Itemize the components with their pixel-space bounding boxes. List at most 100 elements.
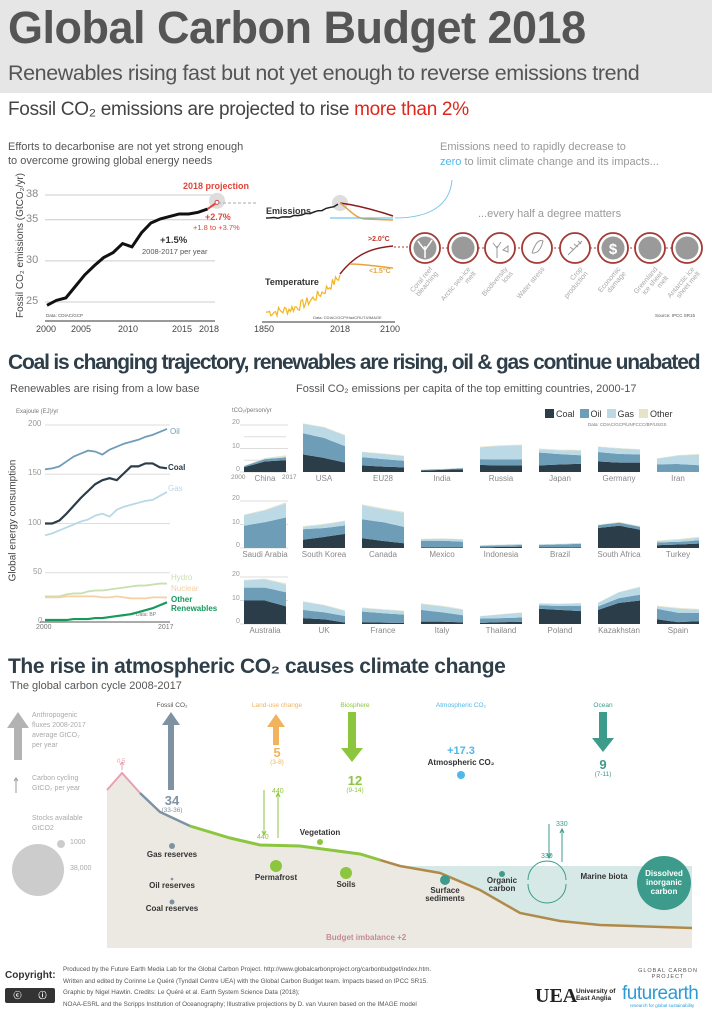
country-panel [539, 542, 581, 548]
stock-label: Permafrost [254, 873, 298, 882]
area-coal [421, 469, 463, 472]
country-label: USA [315, 474, 333, 483]
area-oil [362, 611, 404, 623]
area-other [244, 578, 286, 585]
country-label: UK [318, 626, 330, 635]
country-panel [539, 602, 581, 624]
area-oil [362, 457, 404, 468]
area-other [303, 601, 345, 611]
area-oil [539, 543, 581, 548]
area-coal [657, 619, 699, 624]
area-coal [421, 547, 463, 548]
per-capita-title: Fossil CO₂ emissions per capita of the t… [296, 383, 637, 395]
uea-name: University of East Anglia [576, 988, 616, 1002]
area-coal [598, 461, 640, 472]
area-oil [480, 617, 522, 623]
page-subtitle: Renewables rising fast but not yet enoug… [8, 61, 640, 85]
section3-heading: The rise in atmospheric CO₂ causes clima… [8, 655, 506, 678]
y-tick-label: 0 [236, 542, 240, 549]
energy-line-hydro [45, 582, 167, 598]
flux-value: 12 [347, 773, 363, 788]
area-oil [539, 605, 581, 612]
up-arrow-icon [559, 827, 565, 862]
area-gas [657, 606, 699, 613]
land-ridge [189, 824, 381, 862]
flux-value: 5 [273, 745, 281, 760]
area-gas [362, 452, 404, 461]
area-gas [362, 505, 404, 527]
page-title: Global Carbon Budget 2018 [8, 2, 586, 53]
area-oil [539, 452, 581, 466]
right-text-line: to limit climate change and its impacts.… [461, 156, 659, 168]
area-gas [244, 579, 286, 593]
area-other [421, 538, 463, 540]
area-other [539, 542, 581, 545]
large-stock-circle [12, 844, 64, 896]
legend-text: Carbon cycling [32, 775, 79, 782]
area-other [362, 607, 404, 612]
y-tick-label: 200 [28, 419, 42, 428]
credit-line: Graphic by Nigel Hawtin. Credits: Le Qué… [63, 989, 300, 996]
area-gas [421, 604, 463, 616]
emissions-line [46, 207, 209, 307]
area-coal [303, 618, 345, 624]
flux-value: +17.3 [447, 745, 475, 757]
legend-item: Oil [579, 409, 602, 419]
per-capita-legend: Coal Oil Gas Other [545, 409, 673, 419]
country-label: Brazil [549, 550, 570, 559]
stock-label: Oil reserves [149, 881, 195, 890]
y-tick-label: 10 [232, 518, 240, 526]
stock-label: Vegetation [299, 828, 341, 837]
above-2-label: >2.0°C [368, 236, 390, 243]
area-other [598, 446, 640, 450]
temperature-history-line [265, 274, 341, 318]
mini-year: 2018 [330, 324, 351, 334]
country-panel [598, 586, 640, 624]
country-panel [657, 605, 699, 624]
chart1-source: Data: CDIAC/GCP [46, 313, 84, 318]
legend-text: average GtCO₂ [32, 732, 80, 739]
area-other [480, 612, 522, 617]
dissolved-inorganic-carbon-stock [637, 856, 691, 910]
area-oil [480, 459, 522, 466]
country-panel [240, 576, 288, 625]
area-oil [657, 608, 699, 623]
ocean-cycle-down-value: 330 [541, 853, 553, 860]
energy-line-oil [44, 428, 168, 471]
country-panel [303, 423, 345, 472]
creative-commons-badge[interactable]: ⓒ ⓘ [5, 988, 55, 1003]
flux-label: Biosphere [340, 702, 370, 709]
y-tick-label: 20 [232, 571, 240, 578]
ocean-cycle-arrows [527, 824, 567, 904]
area-oil [303, 609, 345, 623]
area-coal [244, 600, 286, 624]
area-coal [362, 465, 404, 472]
zero-highlight: zero [440, 156, 462, 168]
area-oil [303, 525, 345, 540]
stock-label: Soils [336, 880, 356, 889]
legend-label: Coal [556, 409, 575, 419]
area-coal [303, 454, 345, 472]
area-other [657, 605, 699, 610]
area-gas [421, 538, 463, 542]
land-cycle-up-value: 440 [272, 788, 284, 795]
series-label: Other Renewables [171, 595, 218, 613]
y-tick-label: 35 [26, 212, 39, 225]
energy-source: Data: BP [136, 612, 157, 618]
area-oil [657, 464, 699, 472]
ocean-cycle-up-value: 330 [556, 821, 568, 828]
trend-value: +1.5% [160, 235, 188, 246]
seafloor-ridge [379, 858, 693, 930]
series-label: Hydro [171, 573, 193, 582]
futurearth-logo: futurearth [622, 983, 699, 1004]
legend-text: GtCO2 [32, 825, 54, 832]
series-label: Gas [168, 484, 183, 493]
country-label: Turkey [665, 550, 691, 559]
x-tick-label: 2005 [71, 324, 92, 334]
area-oil [244, 457, 286, 468]
emissions-chart [45, 192, 225, 322]
dollar-icon [601, 236, 625, 260]
country-label: Iran [671, 474, 685, 483]
permafrost-stock [270, 860, 282, 872]
